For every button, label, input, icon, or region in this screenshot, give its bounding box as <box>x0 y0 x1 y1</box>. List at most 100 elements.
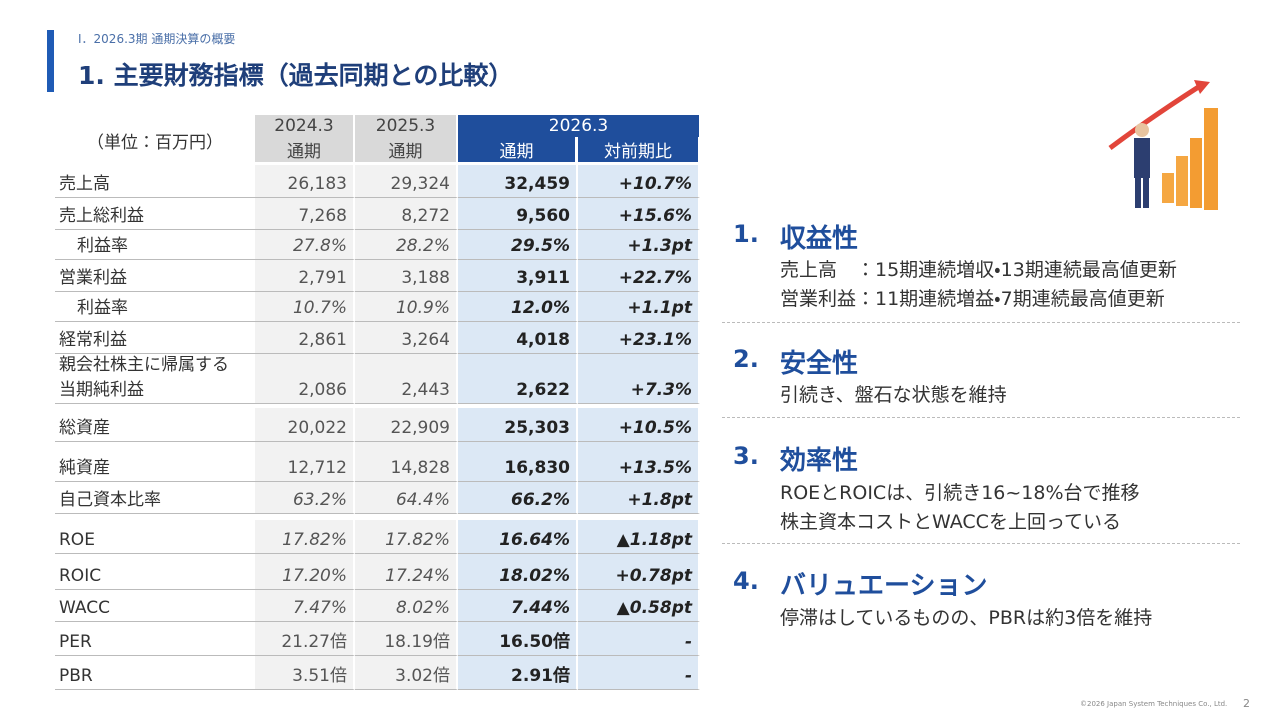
section-title: バリュエーション <box>780 571 988 601</box>
table-cell: +10.7% <box>578 165 700 198</box>
table-cell: 2,086 <box>255 354 355 404</box>
table-cell: 16.64% <box>458 520 578 554</box>
table-cell: 64.4% <box>355 482 458 514</box>
table-cell: 10.7% <box>255 292 355 322</box>
section-text: 株主資本コストとWACCを上回っている <box>780 511 1121 533</box>
table-cell: 10.9% <box>355 292 458 322</box>
page-number: 2 <box>1243 697 1250 710</box>
row-label-text: 親会社株主に帰属する <box>59 355 229 375</box>
table-cell: 21.27倍 <box>255 622 355 656</box>
row-label: WACC <box>55 590 255 622</box>
table-cell: 16,830 <box>458 442 578 482</box>
sub-header: 通期 <box>355 137 458 162</box>
table-cell: 17.24% <box>355 554 458 590</box>
table-cell: +23.1% <box>578 322 700 354</box>
table-cell: 17.82% <box>355 520 458 554</box>
table-cell: 26,183 <box>255 165 355 198</box>
row-label-text: 総資産 <box>59 418 110 438</box>
row-label: PBR <box>55 656 255 690</box>
copyright: ©2026 Japan System Techniques Co., Ltd. <box>1080 700 1228 708</box>
row-label-text: ROE <box>59 530 95 550</box>
section-text: ROEとROICは、引続き16~18%台で推移 <box>780 482 1140 504</box>
table-cell: 3.02倍 <box>355 656 458 690</box>
sub-header: 通期 <box>255 137 355 162</box>
table-cell: +1.1pt <box>578 292 700 322</box>
table-cell: +10.5% <box>578 408 700 442</box>
table-cell: 2,443 <box>355 354 458 404</box>
table-cell: 63.2% <box>255 482 355 514</box>
sub-header: 対前期比 <box>578 137 700 162</box>
table-cell: ▲1.18pt <box>578 520 700 554</box>
section-divider <box>722 417 1240 418</box>
table-cell: 3,911 <box>458 260 578 292</box>
row-label: 総資産 <box>55 408 255 442</box>
table-cell: 3,264 <box>355 322 458 354</box>
table-cell: - <box>578 656 700 690</box>
table-cell: 7,268 <box>255 198 355 230</box>
table-cell: 18.02% <box>458 554 578 590</box>
row-label-text: 営業利益 <box>59 268 127 288</box>
table-cell: 14,828 <box>355 442 458 482</box>
row-label: 自己資本比率 <box>55 482 255 514</box>
row-label-text: 利益率 <box>77 236 128 256</box>
table-cell: 9,560 <box>458 198 578 230</box>
row-label: 純資産 <box>55 442 255 482</box>
section-title: 効率性 <box>780 446 859 476</box>
row-label-text: 自己資本比率 <box>59 490 161 510</box>
row-label-text: 経常利益 <box>59 330 127 350</box>
table-cell: +22.7% <box>578 260 700 292</box>
table-cell: - <box>578 622 700 656</box>
table-cell: 4,018 <box>458 322 578 354</box>
row-label-text: PBR <box>59 666 93 686</box>
table-cell: 8.02% <box>355 590 458 622</box>
table-cell: 2,622 <box>458 354 578 404</box>
section-number: 1. <box>733 220 759 248</box>
section-divider <box>722 322 1240 323</box>
table-cell: +7.3% <box>578 354 700 404</box>
table-cell: 18.19倍 <box>355 622 458 656</box>
row-label-text: 純資産 <box>59 458 110 478</box>
table-cell: 7.44% <box>458 590 578 622</box>
section-number: 2. <box>733 345 759 373</box>
table-cell: 22,909 <box>355 408 458 442</box>
row-label-text: 売上高 <box>59 174 110 194</box>
table-cell: +1.8pt <box>578 482 700 514</box>
accent-bar <box>47 30 54 92</box>
section-number: 4. <box>733 567 759 595</box>
table-cell: 3.51倍 <box>255 656 355 690</box>
row-label: 利益率 <box>55 292 255 322</box>
table-cell: 12,712 <box>255 442 355 482</box>
row-label-text: 当期純利益 <box>59 380 144 400</box>
row-label-text: 利益率 <box>77 298 128 318</box>
unit-label: （単位：百万円） <box>87 132 223 153</box>
page-title: 1. 主要財務指標（過去同期との比較） <box>78 61 514 90</box>
section-text: 引続き、盤石な状態を維持 <box>780 384 1007 406</box>
table-cell: 16.50倍 <box>458 622 578 656</box>
section-text: 営業利益：11期連続増益・7期連続最高値更新 <box>780 288 1165 310</box>
row-label: 営業利益 <box>55 260 255 292</box>
section-label: Ⅰ．2026.3期 通期決算の概要 <box>78 32 236 46</box>
table-cell: 17.82% <box>255 520 355 554</box>
table-cell: 20,022 <box>255 408 355 442</box>
row-label: ROIC <box>55 554 255 590</box>
row-label: 利益率 <box>55 230 255 260</box>
year-header: 2025.3 <box>355 115 458 137</box>
row-label: 売上高 <box>55 165 255 198</box>
section-divider <box>722 543 1240 544</box>
row-label: 経常利益 <box>55 322 255 354</box>
table-cell: 29,324 <box>355 165 458 198</box>
row-label-text: ROIC <box>59 566 102 586</box>
section-title: 安全性 <box>780 349 859 379</box>
table-cell: 3,188 <box>355 260 458 292</box>
section-text: 停滞はしているものの、PBRは約3倍を維持 <box>780 607 1153 629</box>
year-header: 2024.3 <box>255 115 355 137</box>
table-cell: 28.2% <box>355 230 458 260</box>
table-cell: 2,861 <box>255 322 355 354</box>
year-header: 2026.3 <box>458 115 701 137</box>
table-cell: 12.0% <box>458 292 578 322</box>
table-cell: 29.5% <box>458 230 578 260</box>
table-cell: +1.3pt <box>578 230 700 260</box>
table-cell: 2,791 <box>255 260 355 292</box>
